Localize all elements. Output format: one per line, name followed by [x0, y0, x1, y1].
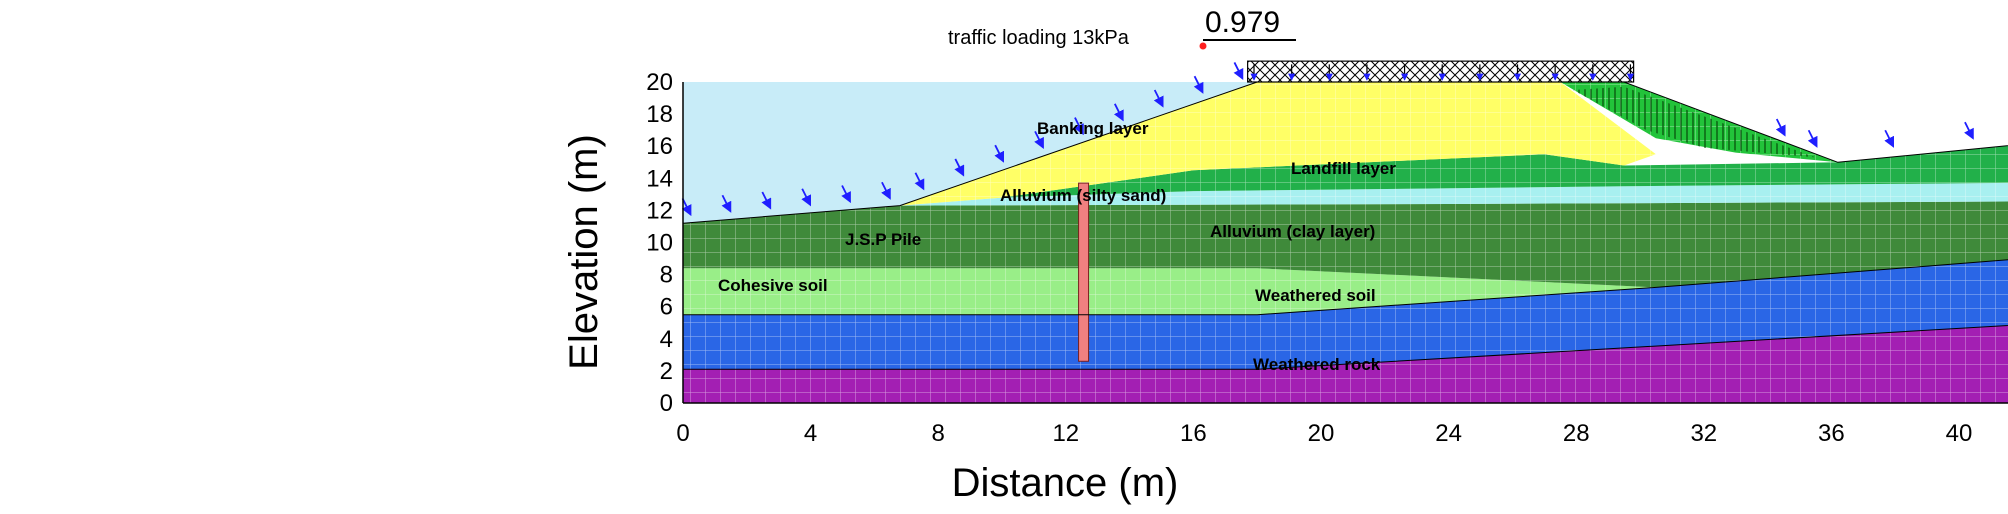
x-axis-title: Distance (m): [952, 461, 1179, 505]
y-tick-label: 10: [646, 230, 673, 257]
y-tick-label: 8: [660, 262, 673, 289]
y-tick-label: 18: [646, 101, 673, 128]
safety-factor-value: 0.979: [1205, 6, 1280, 39]
x-tick-label: 12: [1052, 420, 1079, 447]
label-jsp-pile: J.S.P Pile: [845, 230, 921, 249]
axes-frame: [682, 81, 2008, 404]
y-tick-label: 20: [646, 69, 673, 96]
x-tick-labels: 04812162024283236404448: [676, 420, 1973, 447]
water-pressure-arrows: [681, 62, 1974, 217]
x-tick-label: 8: [932, 420, 945, 447]
y-tick-label: 14: [646, 165, 673, 192]
x-tick-label: 36: [1818, 420, 1845, 447]
slip-hatch: [1573, 86, 1816, 158]
label-weathered-rock: Weathered rock: [1253, 355, 1381, 374]
y-tick-label: 4: [660, 326, 673, 353]
label-alluvium-silty-sand: Alluvium (silty sand): [1000, 186, 1166, 205]
y-tick-label: 0: [660, 390, 673, 417]
slip-center-point: [1199, 42, 1207, 50]
y-axis-title: Elevation (m): [562, 134, 606, 370]
jsp-pile: [1078, 182, 1090, 362]
label-weathered-soil: Weathered soil: [1255, 286, 1376, 305]
x-tick-label: 16: [1180, 420, 1207, 447]
traffic-loading-label: traffic loading 13kPa: [948, 27, 1130, 49]
label-banking-layer: Banking layer: [1037, 119, 1149, 138]
y-tick-label: 12: [646, 197, 673, 224]
finite-element-mesh: [683, 82, 2008, 403]
label-cohesive-soil: Cohesive soil: [718, 276, 828, 295]
x-tick-label: 32: [1690, 420, 1717, 447]
y-tick-label: 16: [646, 133, 673, 160]
y-tick-labels: 0 2 4 6 8 10 12 14 16 18 20: [646, 69, 673, 417]
x-tick-label: 4: [804, 420, 817, 447]
traffic-load-arrows: [1250, 64, 1635, 81]
water-region: [683, 82, 1258, 224]
x-tick-label: 40: [1946, 420, 1973, 447]
x-tick-label: 0: [676, 420, 689, 447]
x-tick-label: 20: [1308, 420, 1335, 447]
x-tick-label: 28: [1563, 420, 1590, 447]
x-tick-label: 24: [1435, 420, 1462, 447]
label-alluvium-clay: Alluvium (clay layer): [1210, 222, 1375, 241]
label-landfill-layer: Landfill layer: [1291, 159, 1396, 178]
y-tick-label: 2: [660, 358, 673, 385]
traffic-load-box: [1247, 60, 1635, 83]
y-tick-label: 6: [660, 294, 673, 321]
